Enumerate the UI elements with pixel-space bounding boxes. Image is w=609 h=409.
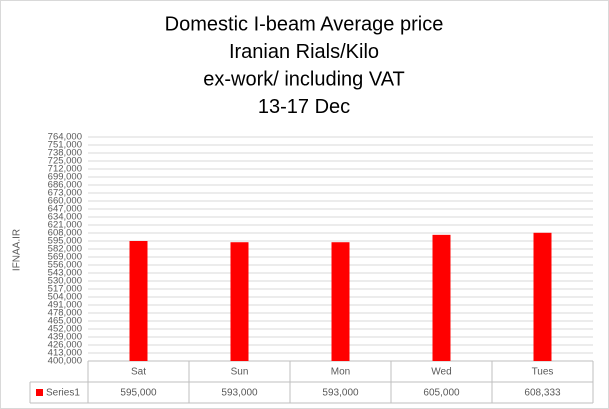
chart-title: Domestic I-beam Average price	[165, 13, 444, 35]
bar	[432, 234, 451, 361]
y-tick-label: 686,000	[48, 180, 82, 191]
y-tick-label: 465,000	[48, 316, 82, 327]
y-tick-label: 556,000	[48, 260, 82, 271]
y-axis-label: IFNAA.IR	[12, 229, 23, 271]
x-tick-label: Mon	[331, 367, 350, 378]
bar	[230, 242, 249, 361]
bar	[331, 242, 350, 361]
y-tick-label: 725,000	[48, 156, 82, 167]
y-tick-label: 673,000	[48, 188, 82, 199]
y-tick-label: 751,000	[48, 140, 82, 151]
y-tick-label: 582,000	[48, 244, 82, 255]
y-tick-label: 621,000	[48, 220, 82, 231]
y-tick-label: 738,000	[48, 148, 82, 159]
x-tick-label: Wed	[431, 367, 451, 378]
data-label: 608,333	[524, 388, 561, 399]
legend-label: Series1	[46, 388, 80, 399]
y-tick-label: 543,000	[48, 268, 82, 279]
y-tick-label: 712,000	[48, 164, 82, 175]
data-label: 593,000	[322, 388, 359, 399]
y-tick-label: 491,000	[48, 300, 82, 311]
y-tick-label: 478,000	[48, 308, 82, 319]
y-tick-label: 517,000	[48, 284, 82, 295]
bar	[533, 232, 552, 361]
y-tick-label: 569,000	[48, 252, 82, 263]
chart-title: ex-work/ including VAT	[203, 68, 405, 90]
x-tick-label: Sat	[131, 367, 146, 378]
x-tick-label: Sun	[231, 367, 249, 378]
legend-swatch	[36, 389, 43, 396]
y-tick-label: 608,000	[48, 228, 82, 239]
y-tick-label: 452,000	[48, 324, 82, 335]
y-tick-label: 426,000	[48, 340, 82, 351]
chart-title: Iranian Rials/Kilo	[229, 41, 379, 63]
y-tick-label: 439,000	[48, 332, 82, 343]
y-tick-label: 595,000	[48, 236, 82, 247]
x-tick-label: Tues	[532, 367, 554, 378]
y-tick-label: 413,000	[48, 348, 82, 359]
y-tick-label: 634,000	[48, 212, 82, 223]
y-tick-label: 660,000	[48, 196, 82, 207]
y-tick-label: 530,000	[48, 276, 82, 287]
y-tick-label: 400,000	[48, 356, 82, 367]
y-tick-label: 504,000	[48, 292, 82, 303]
y-tick-label: 647,000	[48, 204, 82, 215]
chart-title: 13-17 Dec	[258, 96, 350, 118]
y-tick-label: 764,000	[48, 132, 82, 143]
y-tick-label: 699,000	[48, 172, 82, 183]
data-label: 605,000	[423, 388, 460, 399]
data-label: 595,000	[120, 388, 157, 399]
data-label: 593,000	[221, 388, 258, 399]
bar	[129, 241, 148, 361]
